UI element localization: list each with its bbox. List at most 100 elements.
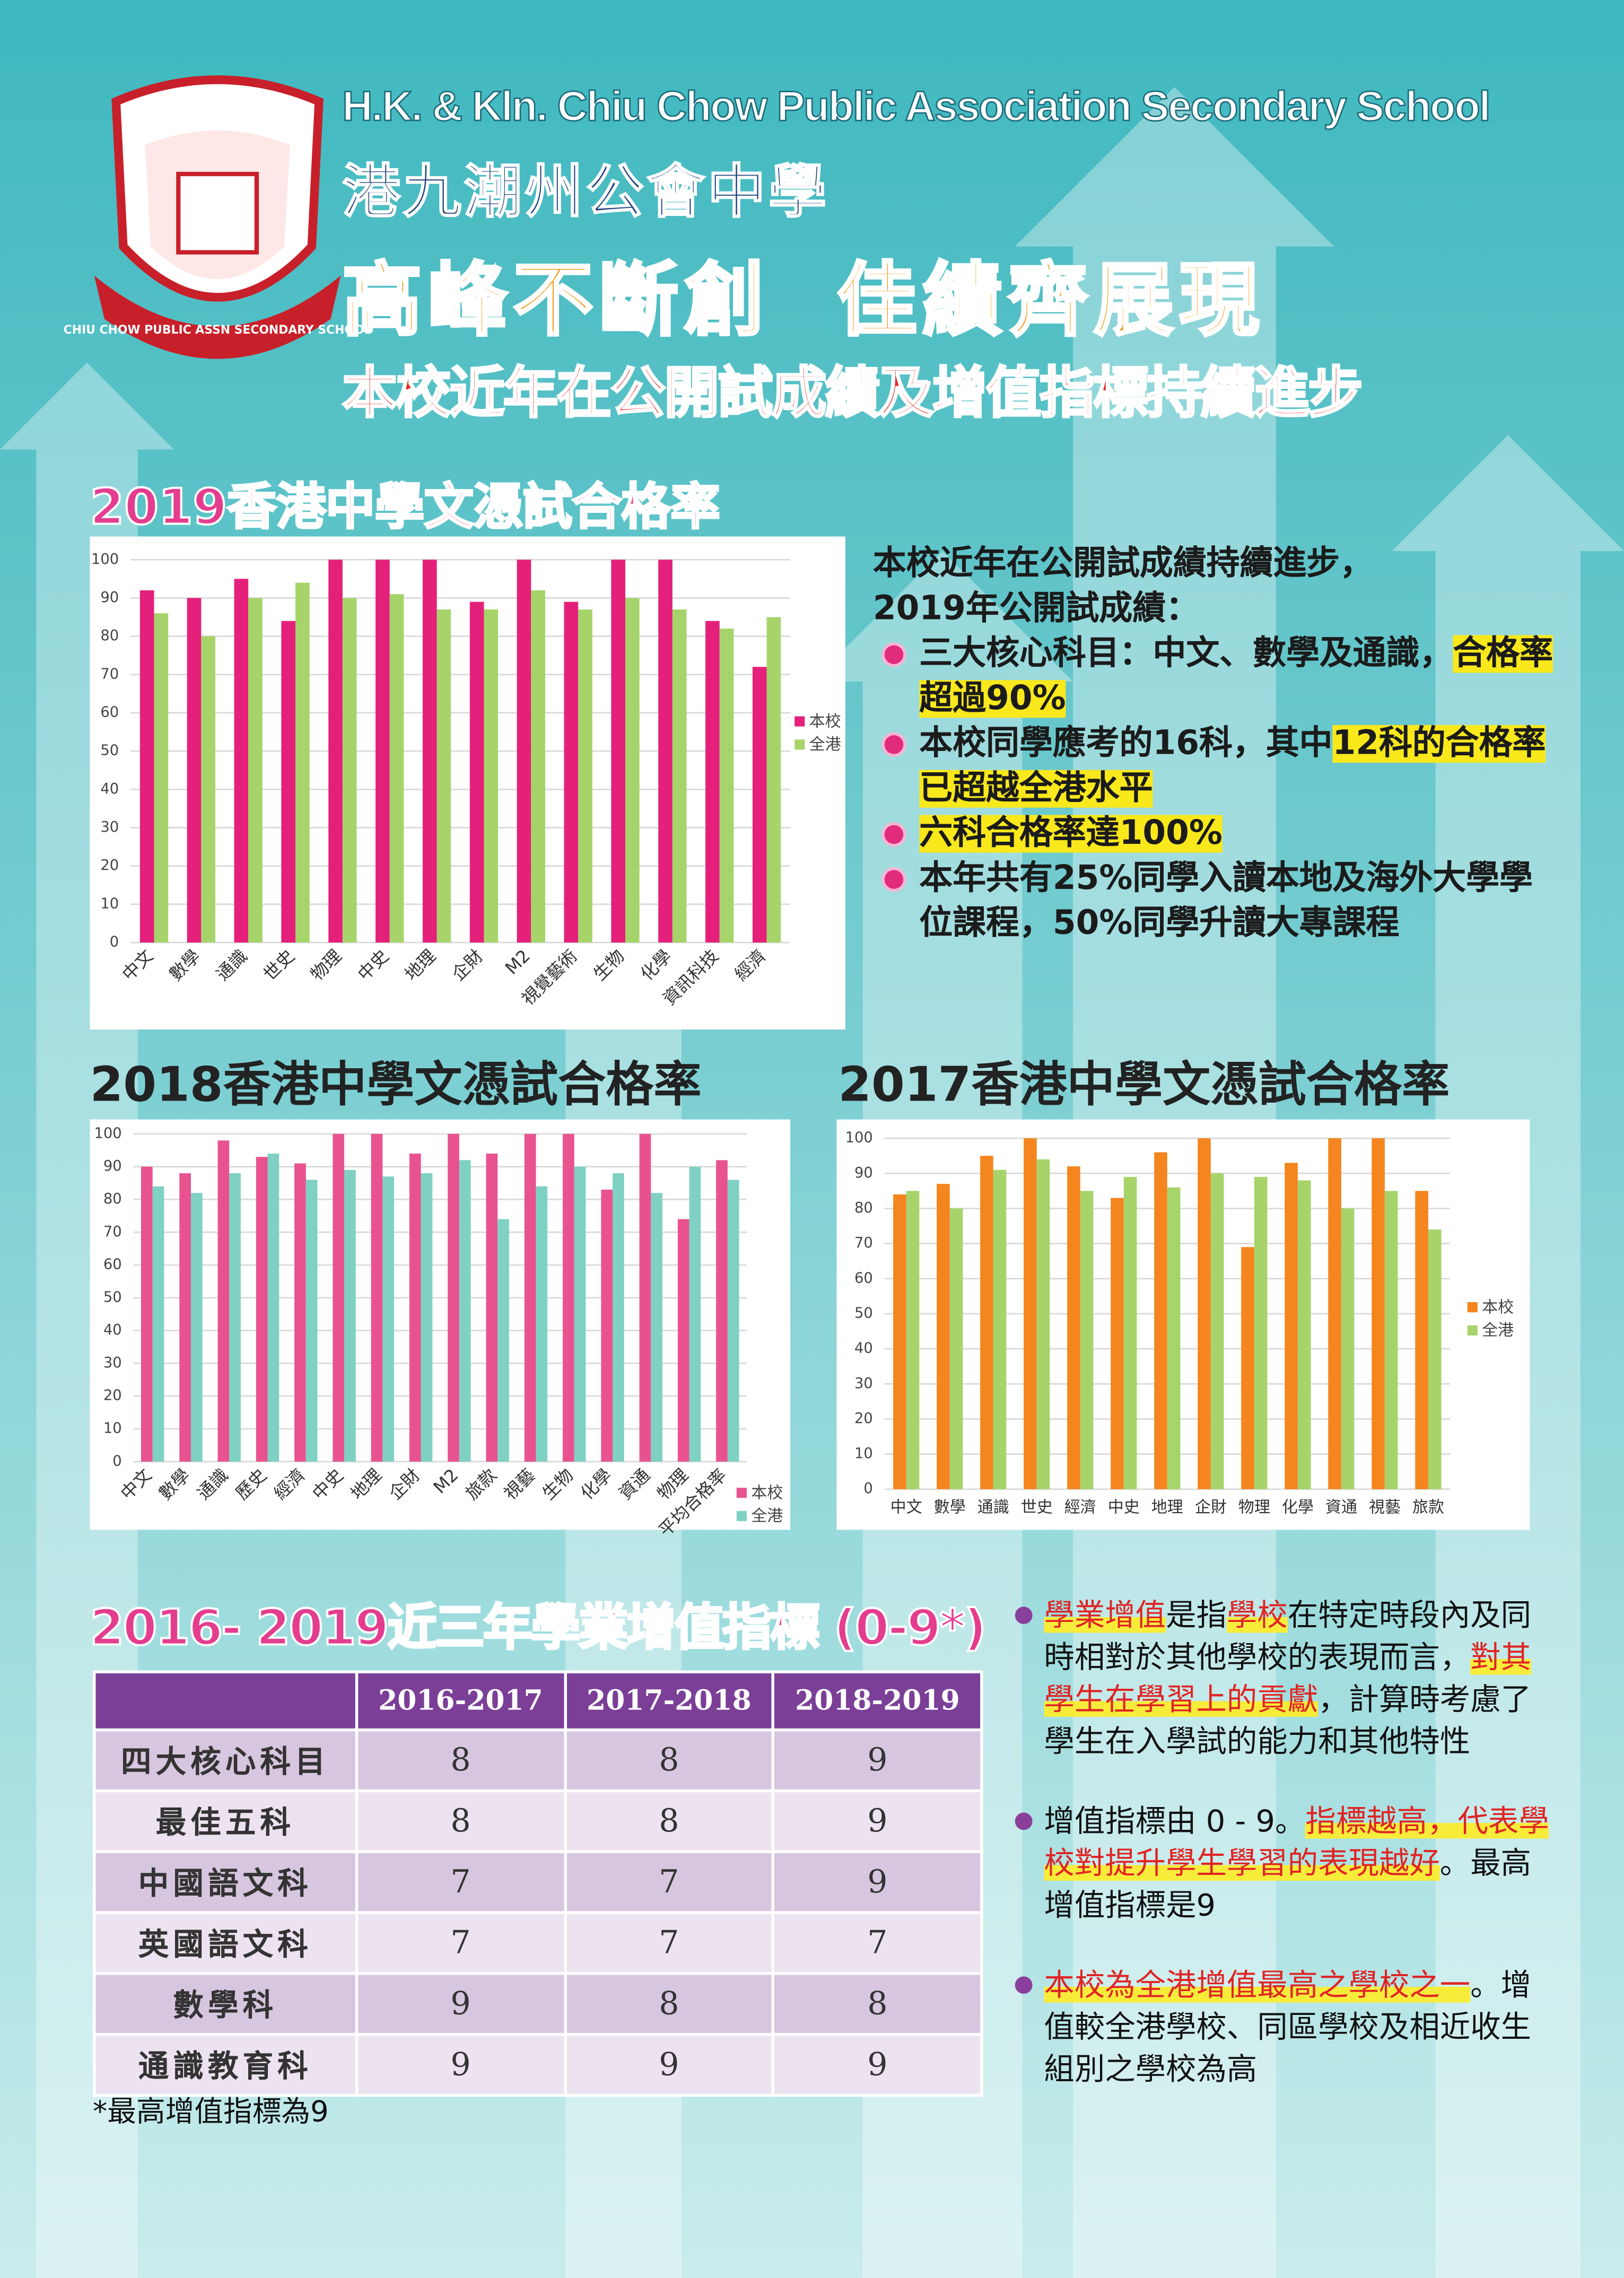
bar (531, 590, 545, 943)
table-cell: 8 (772, 1972, 983, 2036)
bar (1415, 1191, 1428, 1489)
logo: CHIU CHOW PUBLIC ASSN SECONDARY SCHOOL (64, 75, 372, 359)
english-name: H.K. & Kln. Chiu Chow Public Association… (342, 83, 1491, 131)
bar (524, 1133, 536, 1462)
emphasis-text: 本校為全港增值最高之學校之一 (1044, 1967, 1471, 2003)
x-tick-label: 企財 (1195, 1498, 1227, 1516)
footnote: *最高增值指標為9 (92, 2093, 329, 2129)
bar (248, 598, 263, 943)
bar (1210, 1173, 1224, 1489)
legend-swatch (736, 1511, 747, 1521)
table-cell: 9 (563, 2032, 775, 2097)
bar (719, 629, 734, 943)
bar (1154, 1152, 1167, 1489)
table-row: 中國語文科 7 7 9 (92, 1850, 983, 1914)
legend-label: 本校 (751, 1483, 783, 1502)
bar (1285, 1163, 1298, 1489)
chinese-name: 港九潮州公會中學 (342, 159, 830, 226)
y-tick-label: 70 (100, 666, 119, 682)
corner-cell (92, 1670, 358, 1732)
note: 增值指標由 0 - 9。指標越高，代表學校對提升學生學習的表現越好。最高增值指標… (1015, 1801, 1552, 1927)
bar (448, 1133, 459, 1462)
bar (294, 1163, 306, 1462)
column-header: 2016-2017 (355, 1670, 566, 1732)
bullet: 三大核心科目：中文、數學及通識，合格率超過90% (873, 632, 1555, 722)
value-added-table: 2016-2017 2017-2018 2018-2019 四大核心科目 8 8 9 最佳五科… (92, 1670, 983, 2097)
bar (152, 1186, 164, 1462)
bar (421, 1173, 433, 1462)
bar (1341, 1208, 1355, 1489)
bar (536, 1186, 548, 1462)
bar (229, 1173, 241, 1462)
bar (497, 1219, 509, 1462)
row-label: 數學科 (92, 1972, 358, 2036)
bar (376, 560, 390, 943)
legend-label: 全港 (751, 1507, 783, 1525)
y-tick-label: 80 (100, 627, 119, 644)
bar (1372, 1138, 1385, 1489)
bar (139, 590, 154, 943)
bar (658, 560, 673, 943)
bullet-text: 三大核心科目：中文、數學及通識， (919, 635, 1453, 673)
notes: 學業增值是指學校在特定時段內及同時相對於其他學校的表現而言，對其學生在學習上的貢… (1015, 1595, 1552, 2128)
column-header: 2018-2019 (772, 1670, 983, 1732)
row-label: 中國語文科 (92, 1850, 358, 1914)
y-tick-label: 40 (854, 1340, 873, 1357)
bar (256, 1157, 268, 1462)
chart-title: 2018香港中學文憑試合格率 (90, 1057, 702, 1112)
y-tick-label: 60 (103, 1256, 122, 1273)
bar (295, 582, 310, 943)
y-tick-label: 90 (854, 1165, 873, 1181)
note: 本校為全港增值最高之學校之一。增值較全港學校、同區學校及相近收生組別之學校為高 (1015, 1965, 1552, 2091)
bar (517, 560, 531, 943)
bar (563, 1133, 574, 1462)
y-tick-label: 50 (103, 1289, 122, 1305)
x-tick-label: 世史 (1021, 1498, 1053, 1516)
bar (141, 1166, 153, 1462)
y-tick-label: 40 (103, 1322, 122, 1338)
y-tick-label: 60 (854, 1270, 873, 1286)
emphasis-text: 學校 (1226, 1598, 1288, 1633)
note: 學業增值是指學校在特定時段內及同時相對於其他學校的表現而言，對其學生在學習上的貢… (1015, 1595, 1552, 1763)
bar (906, 1191, 920, 1489)
y-tick-label: 0 (110, 934, 119, 950)
x-tick-label: 旅款 (1412, 1498, 1444, 1516)
bar (333, 1133, 345, 1462)
table-cell: 8 (563, 1972, 775, 2036)
bar (625, 598, 640, 943)
bar (639, 1133, 651, 1462)
bar (342, 598, 357, 943)
table-cell: 9 (772, 2032, 983, 2097)
bar (1036, 1159, 1050, 1489)
bar (422, 560, 437, 943)
bar (409, 1154, 421, 1462)
y-tick-label: 0 (863, 1480, 872, 1497)
row-label: 英國語文科 (92, 1911, 358, 1975)
bar (234, 579, 249, 943)
bar (328, 560, 343, 943)
bullet: 本年共有25%同學入讀本地及海外大學學位課程，50%同學升讀大專課程 (873, 857, 1555, 947)
table-cell: 7 (772, 1911, 983, 1975)
table-cell: 8 (563, 1728, 775, 1793)
bar (752, 667, 767, 943)
x-tick-label: 物理 (1238, 1498, 1270, 1516)
table-cell: 9 (772, 1850, 983, 1914)
table-cell: 7 (563, 1850, 775, 1914)
y-tick-label: 30 (854, 1375, 873, 1392)
y-tick-label: 30 (103, 1355, 122, 1371)
summary-line: 2019年公開試成績： (872, 590, 1200, 628)
bar (190, 1193, 203, 1462)
bar (201, 636, 215, 943)
bar (267, 1154, 280, 1462)
bar (1297, 1180, 1311, 1489)
note-text: 。最高增值指標是9 (1044, 1846, 1532, 1923)
bullet: 本校同學應考的16科，其中12科的合格率已超越全港水平 (873, 722, 1555, 812)
bar (217, 1140, 230, 1462)
bar (611, 560, 626, 943)
logo-text: CHIU CHOW PUBLIC ASSN SECONDARY SCHOOL (64, 324, 372, 337)
bar (727, 1180, 739, 1462)
bar (613, 1173, 624, 1462)
header-row: 2016-2017 2017-2018 2018-2019 (92, 1670, 983, 1732)
